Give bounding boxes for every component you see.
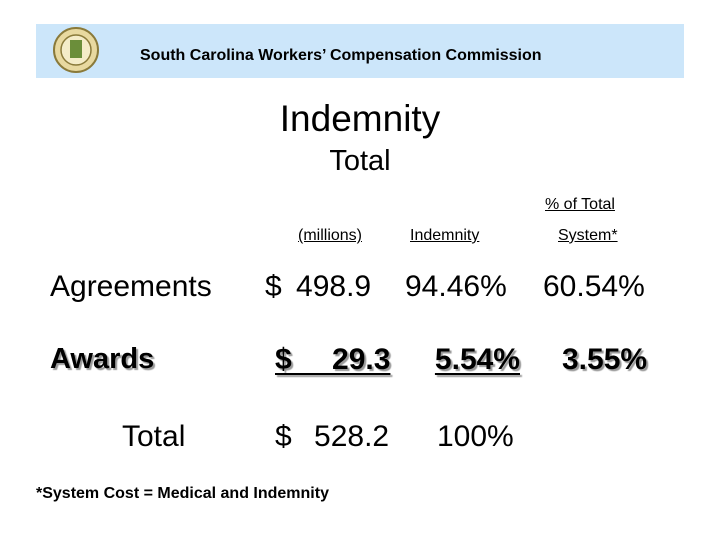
- column-header: Indemnity: [410, 227, 480, 244]
- column-header: (millions): [298, 227, 362, 244]
- cell: $ 498.9: [265, 270, 372, 303]
- cell: $ 29.3: [275, 343, 391, 376]
- cell: 3.55%: [562, 343, 648, 376]
- row-label: Total: [122, 420, 186, 453]
- row-label: Awards: [50, 343, 155, 375]
- cell: 60.54%: [543, 270, 645, 303]
- title: Indemnity: [279, 98, 441, 139]
- header-band: [36, 24, 684, 78]
- cell: 5.54%: [434, 343, 520, 376]
- seal-icon: [53, 27, 99, 73]
- column-header: System*: [558, 227, 618, 244]
- header-title: South Carolina Workers’ Compensation Com…: [140, 47, 542, 64]
- subtitle: Total: [329, 145, 391, 177]
- cell: 100%: [437, 420, 514, 453]
- footnote: *System Cost = Medical and Indemnity: [36, 485, 329, 502]
- group-header: % of Total: [545, 196, 615, 213]
- cell: 94.46%: [405, 270, 507, 303]
- cell: $ 528.2: [275, 420, 390, 453]
- row-label: Agreements: [50, 270, 212, 303]
